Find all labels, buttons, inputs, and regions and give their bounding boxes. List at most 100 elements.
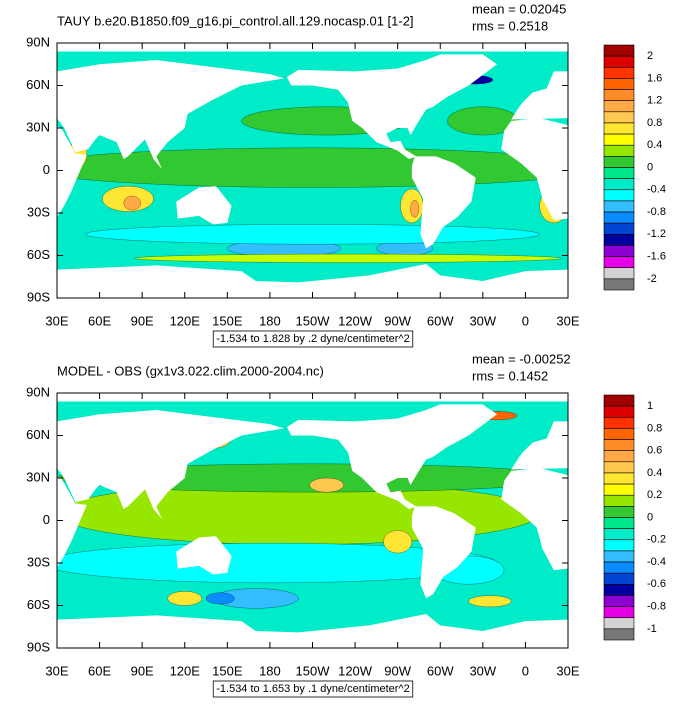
lon-label: 150E [212,663,243,678]
lat-label: 90N [26,34,50,49]
colorbar-box [603,561,635,574]
colorbar-box [603,439,635,451]
lon-label: 150E [212,313,243,328]
rms-value: rms = 0.2518 [472,18,548,33]
colorbar-label: 1 [647,400,653,412]
panel-title: MODEL - OBS (gx1v3.022.clim.2000-2004.nc… [57,363,324,378]
colorbar-box [603,595,635,607]
colorbar-label: 0.8 [647,117,662,129]
land [57,126,87,218]
lat-label: 90S [27,289,50,304]
colorbar-box [603,550,635,563]
colorbar-label: -0.4 [647,556,666,568]
field-patch [205,592,235,605]
map-panel: MODEL - OBS (gx1v3.022.clim.2000-2004.nc… [26,351,666,698]
colorbar-label: 0.4 [647,139,662,151]
lat-label: 30S [27,554,50,569]
lat-label: 60N [26,77,50,92]
map-panel: TAUY b.e20.B1850.f09_g16.pi_control.all.… [26,1,666,348]
colorbar-label: 1.6 [647,72,662,84]
colorbar-box [603,572,635,585]
land [57,410,285,520]
lon-label: 0 [522,663,529,678]
colorbar-box [603,66,635,79]
caption-box [212,680,414,698]
lon-label: 60E [88,663,111,678]
lat-label: 60S [27,247,50,262]
lon-label: 30W [469,313,496,328]
colorbar-label: 1.2 [647,95,662,107]
range-caption: -1.534 to 1.828 by .2 dyne/centimeter^2 [216,333,410,345]
colorbar-box [603,211,635,224]
lon-label: 60E [88,313,111,328]
colorbar-box [603,78,635,90]
land [411,156,476,249]
land [511,421,568,470]
colorbar-box [603,122,635,135]
colorbar-box [603,617,635,630]
colorbar-box [603,416,635,429]
mean-value: mean = -0.00252 [472,351,571,366]
lon-label: 90W [384,663,411,678]
lat-label: 60N [26,427,50,442]
colorbar-box [603,222,635,235]
lon-label: 120W [338,313,373,328]
colorbar-box [603,133,635,146]
colorbar-box [603,256,635,269]
lon-label: 90W [384,313,411,328]
colorbar-label: 0.8 [647,422,662,434]
land [286,404,498,510]
rms-value: rms = 0.1452 [472,368,548,383]
lon-label: 150W [296,313,331,328]
lon-label: 0 [522,313,529,328]
colorbar-label: -0.6 [647,578,666,590]
panel-title: TAUY b.e20.B1850.f09_g16.pi_control.all.… [57,13,414,28]
colorbar-box [603,156,635,168]
colorbar-box [603,405,635,418]
land [286,54,498,160]
lon-label: 120W [338,663,373,678]
colorbar-box [603,584,635,596]
lat-label: 30N [26,469,50,484]
lat-label: 90N [26,384,50,399]
colorbar-box [603,450,635,463]
land [411,506,476,599]
colorbar-box [603,278,635,291]
lat-label: 0 [43,512,50,527]
land [57,264,568,298]
lon-label: 180 [259,663,281,678]
colorbar-label: -0.4 [647,184,666,196]
colorbar-label: -1.6 [647,250,666,262]
lon-label: 30E [45,663,68,678]
colorbar-box [603,144,635,157]
lon-label: 60W [427,313,454,328]
colorbar-box [603,494,635,507]
lat-label: 0 [43,162,50,177]
colorbar-label: 0.4 [647,467,662,479]
colorbar-box [603,628,635,641]
colorbar-box [603,111,635,124]
field-patch [85,224,540,245]
caption-box [212,330,414,348]
land [511,71,568,120]
lat-label: 60S [27,597,50,612]
field-patch [309,477,344,493]
lat-label: 30S [27,204,50,219]
field-patch [468,595,512,608]
colorbar-label: -0.8 [647,600,666,612]
land [57,614,568,648]
colorbar-label: -0.8 [647,206,666,218]
colorbar-box [603,472,635,485]
mean-value: mean = 0.02045 [472,1,566,16]
colorbar-label: -2 [647,273,657,285]
lon-label: 150W [296,663,331,678]
colorbar-box [603,428,635,440]
colorbar-box [603,178,635,191]
colorbar-box [603,100,635,113]
land [501,468,568,571]
lon-label: 90E [131,313,154,328]
colorbar-box [603,44,635,57]
colorbar-box [603,200,635,213]
lon-label: 60W [427,663,454,678]
field-patch [167,591,203,606]
